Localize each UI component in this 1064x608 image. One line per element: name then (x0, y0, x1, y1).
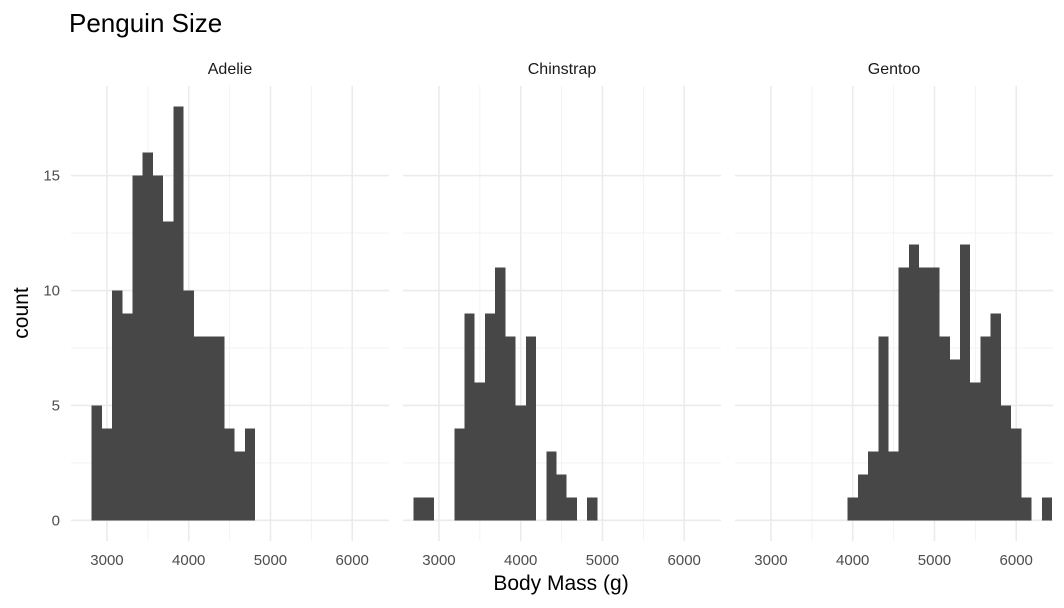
chart-title: Penguin Size (69, 8, 222, 38)
histogram-bar (1000, 405, 1012, 521)
histogram-bar (1011, 428, 1022, 521)
histogram-bar (101, 428, 113, 521)
histogram-bar (413, 497, 424, 521)
x-tick-label: 5000 (918, 552, 951, 569)
facet-panels: Adelie 3000 4000 5000 6000 Chinstrap 3000 4000 5… (71, 61, 1053, 569)
y-tick-label: 10 (43, 283, 60, 300)
histogram-bar (878, 336, 889, 521)
x-tick-label: 4000 (504, 552, 537, 569)
x-tick-label: 6000 (336, 552, 369, 569)
facet-label: Gentoo (868, 61, 921, 78)
histogram-bar (484, 313, 496, 521)
histogram-bar (908, 244, 920, 521)
histogram-bar (929, 267, 940, 521)
histogram-bar (423, 497, 434, 521)
histogram-bar (847, 497, 858, 521)
facet-panel-gentoo: Gentoo 3000 4000 5000 6000 (735, 61, 1053, 569)
histogram-bar (204, 336, 215, 521)
histogram-bar (990, 313, 1001, 521)
facet-panel-chinstrap: Chinstrap 3000 4000 5000 6000 (403, 61, 721, 569)
histogram-bar (857, 474, 869, 521)
x-tick-label: 4000 (172, 552, 205, 569)
x-tick-label: 3000 (422, 552, 455, 569)
y-tick-label: 5 (52, 397, 60, 414)
histogram-bar (214, 336, 225, 521)
histogram-bar (1021, 497, 1032, 521)
histogram-bar (505, 336, 516, 521)
facet-panel-adelie: Adelie 3000 4000 5000 6000 (71, 61, 389, 569)
histogram-bar (142, 152, 153, 521)
facet-label: Adelie (208, 61, 253, 78)
x-tick-label: 4000 (836, 552, 869, 569)
histogram-bar (587, 497, 598, 521)
x-tick-label: 5000 (586, 552, 619, 569)
y-tick-label: 15 (43, 168, 60, 185)
x-tick-label: 3000 (90, 552, 123, 569)
histogram-bar (888, 451, 899, 521)
histogram-bar (919, 267, 930, 521)
histogram-bar (234, 451, 245, 521)
histogram-bar (163, 221, 174, 521)
histogram-bar (495, 267, 506, 521)
histogram-bar (980, 336, 991, 521)
histogram-bar (474, 382, 485, 521)
x-tick-label: 5000 (254, 552, 287, 569)
histogram-bar (949, 359, 961, 521)
histogram-bar (1041, 497, 1052, 521)
x-tick-label: 6000 (668, 552, 701, 569)
x-tick-label: 3000 (754, 552, 787, 569)
histogram-bar (515, 405, 526, 521)
y-axis-title: count (10, 287, 33, 339)
histogram-bar (91, 405, 102, 521)
histogram-bar (868, 451, 879, 521)
x-tick-label: 6000 (1000, 552, 1033, 569)
histogram-bar (244, 428, 256, 521)
histogram-bar (454, 428, 465, 521)
histogram-bar (898, 267, 909, 521)
histogram-bar (183, 290, 194, 521)
x-axis-title: Body Mass (g) (493, 572, 628, 595)
histogram-bar (173, 106, 184, 521)
histogram-bar (960, 244, 971, 521)
histogram-bar (556, 474, 567, 521)
histogram-bar (970, 382, 981, 521)
histogram-bar (224, 428, 235, 521)
histogram-bar (525, 336, 537, 521)
histogram-bar (132, 175, 143, 521)
y-tick-label: 0 (52, 512, 60, 529)
histogram-bar (939, 336, 950, 521)
facet-label: Chinstrap (528, 61, 597, 78)
histogram-bar (566, 497, 577, 521)
histogram-bar (122, 313, 133, 521)
histogram-bar (193, 336, 205, 521)
histogram-bar (546, 451, 557, 521)
y-axis-ticks: 0 5 10 15 (43, 168, 60, 530)
histogram-bar (152, 175, 164, 521)
histogram-bar (464, 313, 475, 521)
histogram-bar (112, 290, 123, 521)
